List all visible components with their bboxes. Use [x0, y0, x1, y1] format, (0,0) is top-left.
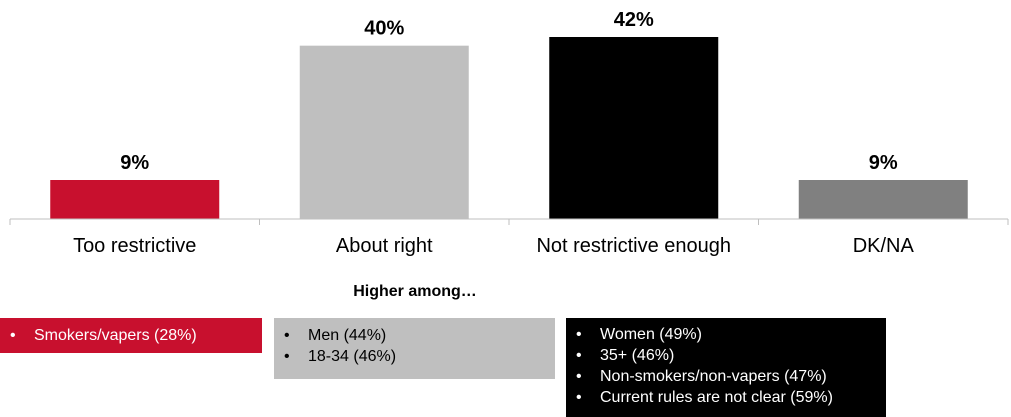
callout-item: • Current rules are not clear (59%): [566, 387, 886, 408]
callout-item: • Men (44%): [274, 325, 555, 346]
category-label: Too restrictive: [73, 235, 196, 257]
callout-item: • Non-smokers/non-vapers (47%): [566, 366, 886, 387]
bar: [50, 180, 220, 219]
callout-item: • 18-34 (46%): [274, 346, 555, 367]
callout-about-right: • Men (44%) • 18-34 (46%): [274, 318, 555, 379]
data-label: 40%: [364, 18, 404, 40]
callout-item-text: Non-smokers/non-vapers (47%): [600, 368, 827, 385]
bullet-glyph: •: [576, 326, 582, 343]
bullet-glyph: •: [576, 389, 582, 406]
data-label: 9%: [120, 152, 149, 174]
bullet-glyph: •: [284, 348, 290, 365]
callout-item-text: Women (49%): [600, 326, 702, 343]
callout-item-text: Men (44%): [308, 327, 387, 344]
data-label: 42%: [614, 9, 654, 31]
callout-item: • Women (49%): [566, 324, 886, 345]
bar: [299, 45, 469, 219]
higher-among-subtitle: Higher among…: [353, 283, 477, 300]
bar: [549, 37, 719, 219]
callout-item-text: Current rules are not clear (59%): [600, 389, 833, 406]
callout-not-restrictive-enough: • Women (49%) • 35+ (46%) • Non-smokers/non…: [566, 318, 886, 417]
category-label: About right: [336, 235, 433, 257]
callout-too-restrictive: • Smokers/vapers (28%): [0, 318, 262, 353]
category-label: Not restrictive enough: [536, 235, 731, 257]
category-label: DK/NA: [853, 235, 915, 257]
bar: [798, 180, 968, 219]
bar-chart: 9% Too restrictive 40% About right 42% Not re…: [9, 9, 1009, 257]
bullet-glyph: •: [10, 327, 16, 344]
callout-item-text: 18-34 (46%): [308, 348, 397, 365]
callout-item: • 35+ (46%): [566, 345, 886, 366]
callout-item: • Smokers/vapers (28%): [0, 325, 262, 346]
bullet-glyph: •: [576, 347, 582, 364]
bullet-glyph: •: [284, 327, 290, 344]
callout-item-text: Smokers/vapers (28%): [34, 327, 197, 344]
data-label: 9%: [869, 152, 898, 174]
callout-item-text: 35+ (46%): [600, 347, 675, 364]
bullet-glyph: •: [576, 368, 582, 385]
